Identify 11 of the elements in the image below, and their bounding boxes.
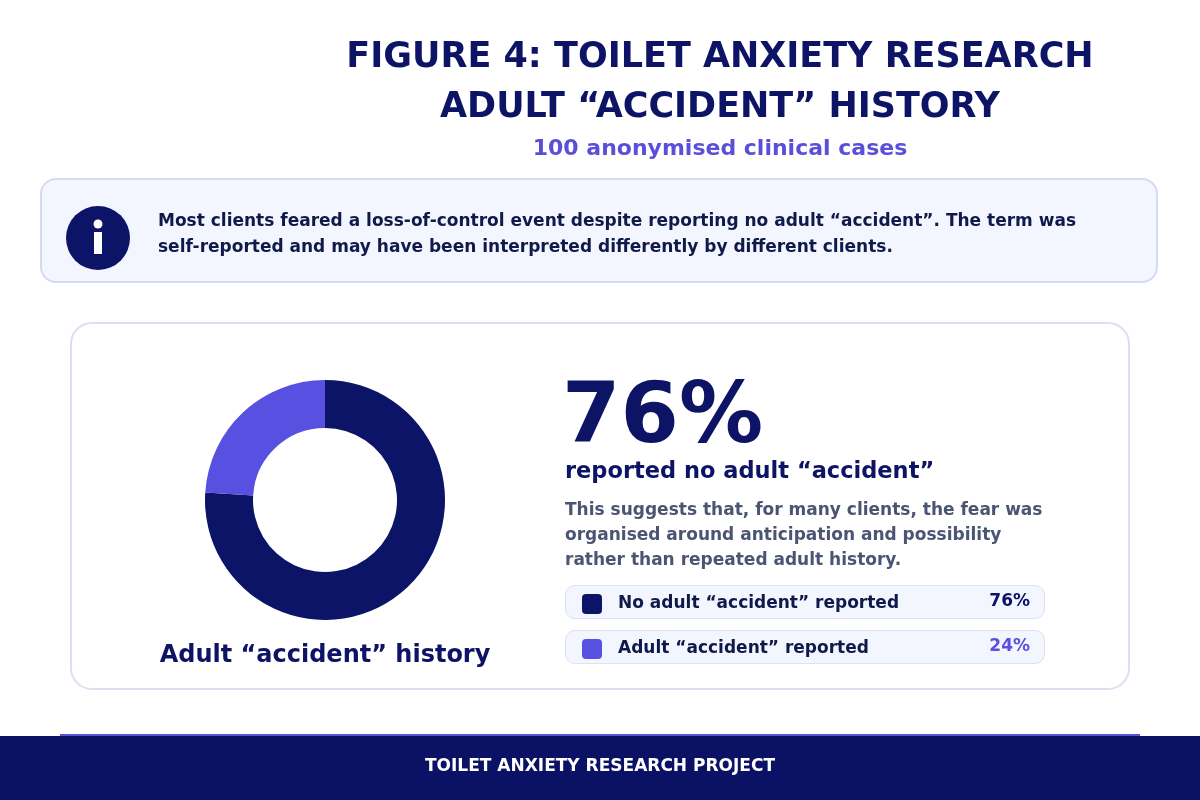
text: Adult “accident” history [158,639,492,670]
legend-label: Adult “accident” reported [618,636,869,658]
chart-subtitle: 100 anonymised clinical cases [531,134,909,162]
text: TOILET ANXIETY RESEARCH PROJECT [424,754,776,777]
text: Most clients feared a loss-of-control event despite reporting no adult “accident”. The term was self-reported and may have been interpreted differently by different clients. [158,209,1077,258]
text: reported no adult “accident” [565,456,935,485]
legend-label: No adult “accident” reported [618,591,900,613]
chart-title: FIGURE 4: TOILET ANXIETY RESEARCH ADULT “ACCIDENT” HISTORY [345,34,1095,127]
text: This suggests that, for many clients, the fear was organised around anticipation and possibility rather than repeated adult history. [565,498,1044,571]
data-label: 24% [989,634,1030,656]
data-label: 76% [989,589,1030,611]
